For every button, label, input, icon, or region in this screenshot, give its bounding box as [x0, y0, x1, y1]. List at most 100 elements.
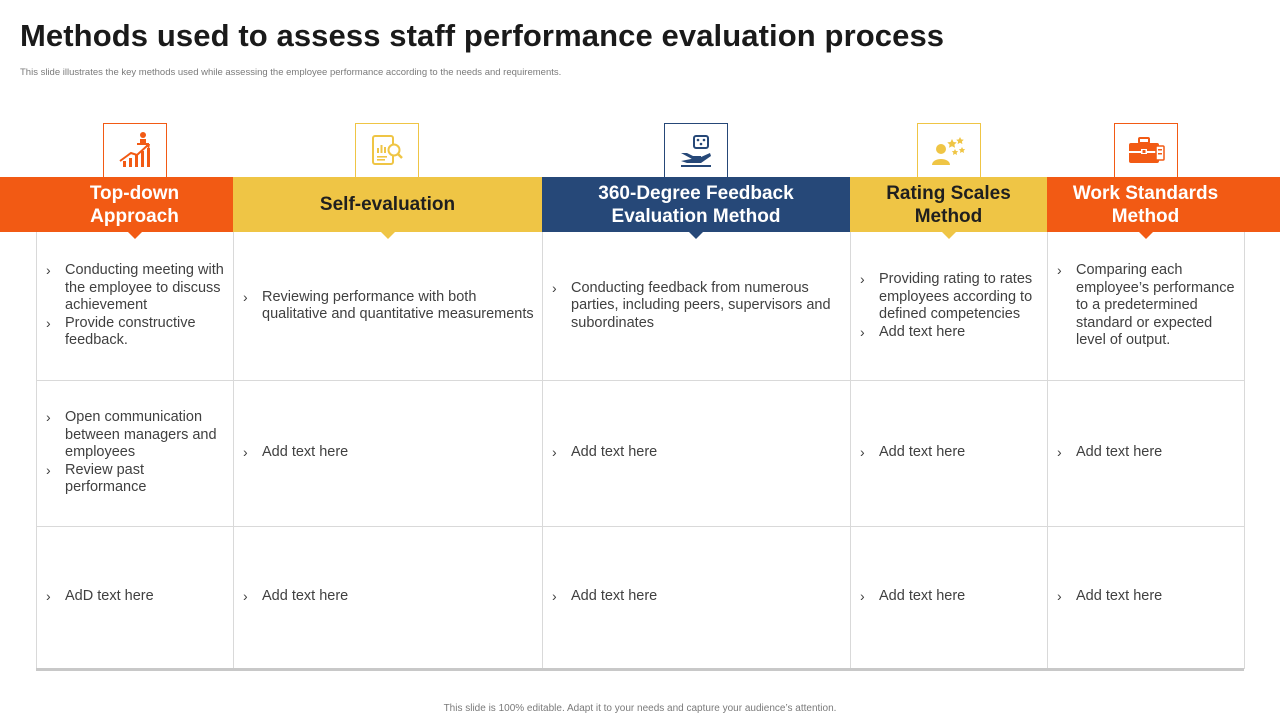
list-item: › Comparing each employee’s performance t…	[1057, 262, 1236, 350]
table-cell: › Open communication between managers and…	[36, 380, 233, 526]
column-header-rating: Rating Scales Method	[850, 177, 1047, 239]
growth-chart-icon	[103, 123, 167, 177]
slide-subtitle: This slide illustrates the key methods u…	[20, 67, 562, 78]
list-item: › Add text here	[552, 444, 842, 462]
list-item: › Conducting feedback from numerous parti…	[552, 280, 842, 333]
list-item: › Add text here	[552, 588, 842, 606]
chevron-right-icon: ›	[46, 262, 51, 279]
header-pointer	[941, 232, 956, 239]
chevron-right-icon: ›	[860, 444, 865, 461]
slide-footer: This slide is 100% editable. Adapt it to…	[443, 703, 837, 714]
list-item-text: Conducting meeting with the employee to …	[65, 262, 224, 314]
list-item-text: Conducting feedback from numerous partie…	[571, 279, 831, 331]
briefcase-icon	[1114, 123, 1178, 177]
slide-title: Methods used to assess staff performance…	[20, 18, 945, 53]
header-line: Work Standards	[1072, 182, 1219, 204]
chevron-right-icon: ›	[1057, 444, 1062, 461]
column-divider	[850, 232, 851, 669]
header-line: Method	[1111, 205, 1180, 227]
list-item: › Open communication between managers and…	[46, 409, 225, 462]
list-item-text: AdD text here	[65, 588, 154, 605]
column-header-self: Self-evaluation	[233, 177, 542, 239]
list-item: › Reviewing performance with both qualita…	[243, 289, 534, 324]
list-item-text: Providing rating to rates employees acco…	[879, 271, 1033, 322]
chevron-right-icon: ›	[1057, 588, 1062, 605]
chevron-right-icon: ›	[552, 588, 557, 605]
row-divider	[36, 526, 1244, 527]
table-cell: › Add text here	[233, 526, 542, 668]
header-line: 360-Degree Feedback	[598, 182, 794, 204]
header-line: Rating Scales	[886, 182, 1011, 204]
chevron-right-icon: ›	[552, 279, 557, 296]
column-header-label: Rating Scales Method	[886, 182, 1011, 228]
table-cell: › AdD text here	[36, 526, 233, 668]
list-item-text: Review past performance	[65, 461, 147, 496]
list-item: › Add text here	[243, 444, 534, 462]
table-cell: › Conducting meeting with the employee to…	[36, 232, 233, 380]
row-divider	[36, 380, 1244, 381]
header-line: Method	[914, 205, 983, 227]
list-item-text: Add text here	[879, 588, 966, 605]
chevron-right-icon: ›	[1057, 262, 1062, 279]
chevron-right-icon: ›	[46, 314, 51, 331]
chevron-right-icon: ›	[46, 409, 51, 426]
list-item-text: Open communication between managers and …	[65, 409, 217, 461]
list-item: › Provide constructive feedback.	[46, 315, 225, 350]
list-item-text: Add text here	[1076, 444, 1163, 461]
chevron-right-icon: ›	[860, 588, 865, 605]
column-header-label: Self-evaluation	[320, 193, 455, 216]
column-divider	[1244, 232, 1245, 669]
column-divider	[542, 232, 543, 669]
header-line: Approach	[90, 205, 179, 227]
list-item-text: Provide constructive feedback.	[65, 314, 196, 349]
column-header-topdown: Top-down Approach	[36, 177, 233, 239]
header-pointer	[127, 232, 142, 239]
header-line: Self-evaluation	[319, 194, 456, 215]
table-cell: › Providing rating to rates employees acc…	[850, 232, 1047, 380]
header-pointer	[689, 232, 703, 239]
chevron-right-icon: ›	[860, 271, 865, 287]
list-item: › Add text here	[860, 588, 1039, 606]
column-divider	[1047, 232, 1048, 669]
list-item-text: Add text here	[571, 588, 658, 605]
header-line: Evaluation Method	[611, 205, 781, 227]
chevron-right-icon: ›	[243, 588, 248, 605]
table-cell: › Add text here	[850, 380, 1047, 526]
table-cell: › Comparing each employee’s performance t…	[1047, 232, 1244, 380]
header-line: Top-down	[89, 182, 180, 204]
list-item: › Add text here	[860, 444, 1039, 462]
column-header-standards: Work Standards Method	[1047, 177, 1244, 239]
column-divider	[233, 232, 234, 669]
chevron-right-icon: ›	[552, 444, 557, 461]
list-item-text: Add text here	[1076, 588, 1163, 605]
chevron-right-icon: ›	[46, 461, 51, 478]
column-header-label: 360-Degree Feedback Evaluation Method	[598, 182, 793, 228]
table-cell: › Add text here	[850, 526, 1047, 668]
header-pointer	[1138, 232, 1153, 239]
list-item-text: Reviewing performance with both qualitat…	[262, 288, 534, 323]
table-cell: › Add text here	[233, 380, 542, 526]
list-item: › AdD text here	[46, 588, 225, 606]
list-item: › Add text here	[1057, 588, 1236, 606]
document-magnifier-icon	[355, 123, 419, 177]
table-cell: › Reviewing performance with both qualita…	[233, 232, 542, 380]
chevron-right-icon: ›	[243, 444, 248, 461]
chevron-right-icon: ›	[243, 288, 248, 305]
table-cell: › Add text here	[1047, 380, 1244, 526]
table-cell: › Add text here	[1047, 526, 1244, 668]
list-item: › Add text here	[860, 324, 1039, 342]
table-cell: › Add text here	[542, 526, 850, 668]
table-cell: › Add text here	[542, 380, 850, 526]
person-stars-icon	[917, 123, 981, 177]
list-item: › Add text here	[1057, 444, 1236, 462]
list-item-text: Add text here	[262, 444, 349, 461]
hand-feedback-icon	[664, 123, 728, 177]
chevron-right-icon: ›	[46, 588, 51, 605]
list-item: › Conducting meeting with the employee to…	[46, 262, 225, 315]
table-bottom-border	[36, 668, 1244, 671]
column-header-label: Top-down Approach	[90, 182, 179, 228]
table-cell: › Conducting feedback from numerous parti…	[542, 232, 850, 380]
column-divider	[36, 232, 37, 669]
list-item-text: Add text here	[879, 323, 966, 340]
list-item-text: Add text here	[571, 444, 658, 461]
